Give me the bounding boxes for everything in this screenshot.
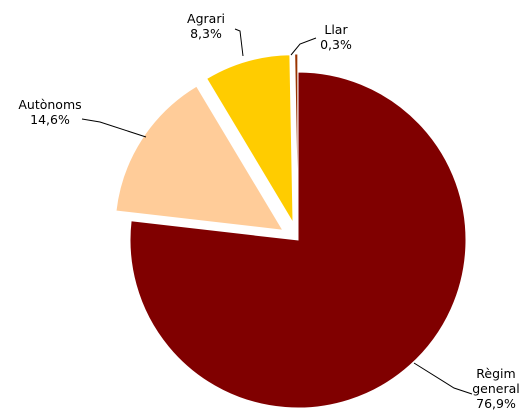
slice-value-label: 0,3%	[320, 37, 352, 52]
slice-name-label: Agrari	[187, 11, 225, 26]
slice-label: Agrari 8,3%	[187, 11, 225, 41]
slice-label: Autònoms 14,6%	[18, 97, 81, 127]
leader-line	[81, 118, 147, 138]
slice-name-label: general	[472, 381, 520, 396]
leader-line	[234, 28, 244, 57]
slice-label: Règim general 76,9%	[472, 366, 520, 411]
leader-lines	[81, 28, 473, 395]
slice-value-label: 14,6%	[30, 112, 70, 127]
pie-slice-llar	[294, 53, 299, 223]
slice-name-label: Règim	[476, 366, 515, 381]
pie-slice-agrari	[206, 54, 294, 225]
slice-name-label: Llar	[324, 22, 348, 37]
leader-line	[290, 37, 317, 56]
pie-slice-r-gim-general	[129, 71, 467, 409]
pie-slices	[115, 53, 467, 409]
slice-value-label: 76,9%	[476, 396, 516, 411]
slice-name-label: Autònoms	[18, 97, 81, 112]
slice-labels: Règim general 76,9% Autònoms 14,6% Agrari 8,3%…	[18, 11, 519, 411]
leader-line	[413, 362, 473, 395]
pie-slice-aut-noms	[115, 85, 284, 231]
slice-value-label: 8,3%	[190, 26, 222, 41]
slice-label: Llar 0,3%	[320, 22, 352, 52]
